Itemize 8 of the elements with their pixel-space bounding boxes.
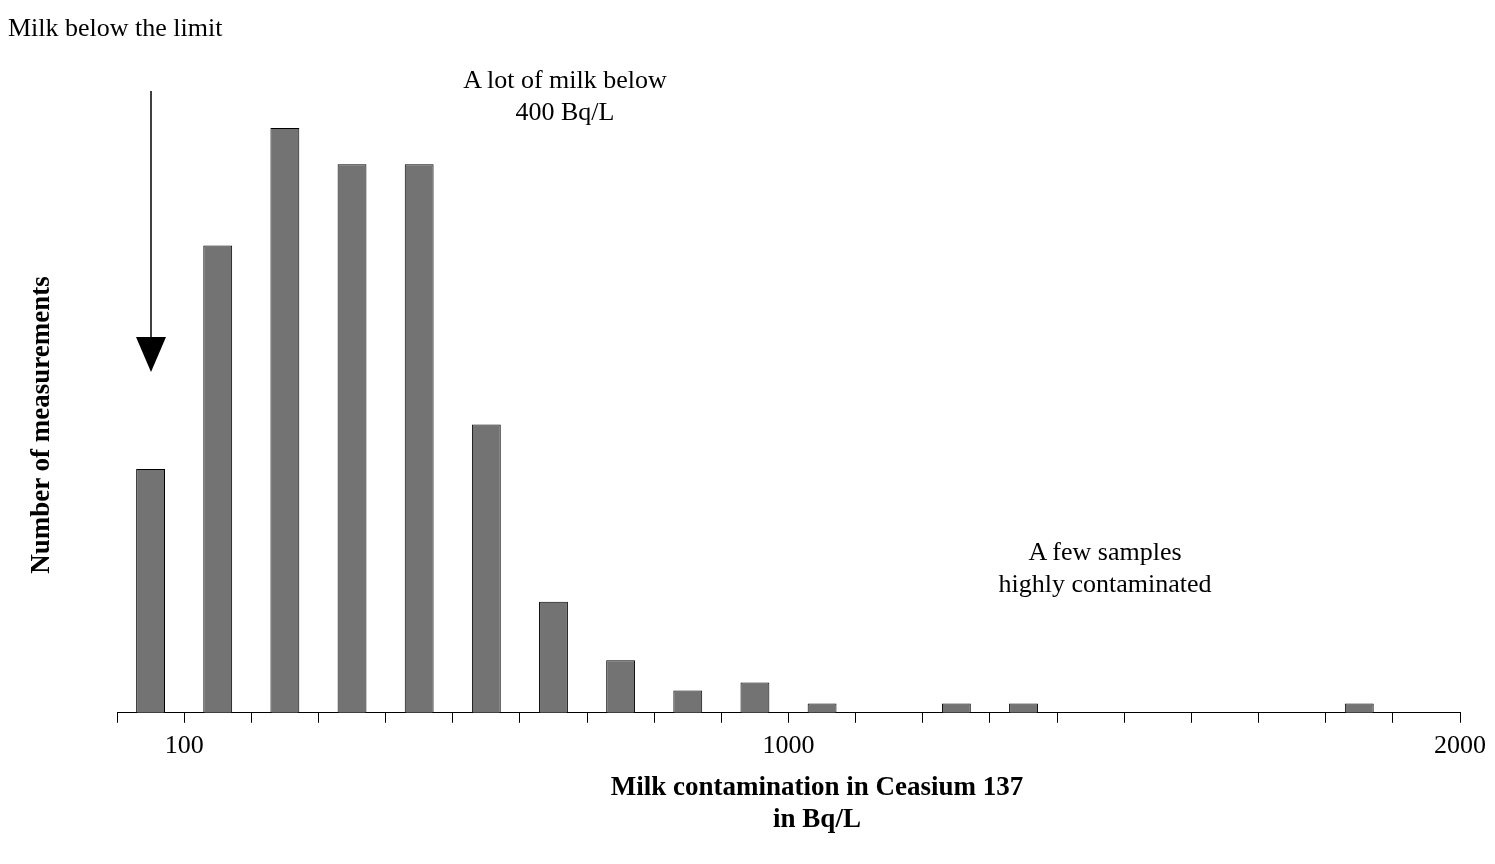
annotation: A few samples highly contaminated (997, 536, 1213, 600)
x-axis-title: Milk contamination in Ceasium 137 in Bq/L (609, 770, 1025, 834)
text: A lot of milk below 400 Bq/L (462, 64, 668, 128)
x-tick-label: 100 (164, 730, 204, 760)
x-tick-label: 1000 (762, 730, 815, 760)
text: Milk below the limit (8, 12, 223, 44)
y-axis-title: Number of measurements (24, 276, 56, 574)
x-tick-label: 2000 (1434, 730, 1486, 760)
